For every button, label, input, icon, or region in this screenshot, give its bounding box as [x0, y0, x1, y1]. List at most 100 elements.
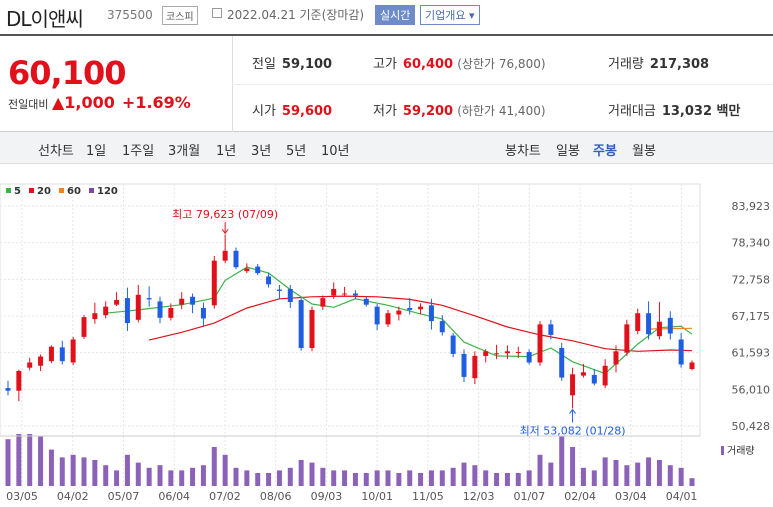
period-tab[interactable]: 1일 — [86, 144, 107, 159]
candle-body — [483, 351, 489, 356]
trade-value: 거래대금 13,032 백만 — [608, 100, 740, 119]
candle-body — [48, 346, 54, 362]
candle-body — [190, 296, 196, 305]
volume-bar — [200, 465, 206, 486]
candle-body — [450, 335, 456, 354]
volume-bar — [5, 439, 11, 486]
volume-bar — [428, 470, 434, 486]
volume-bar — [483, 470, 489, 486]
legend-swatch — [59, 188, 64, 193]
volume-bar — [114, 470, 120, 486]
line-chart-label[interactable]: 선차트 — [38, 144, 74, 159]
candle-tab-monthly[interactable]: 월봉 — [632, 144, 656, 159]
volume-bar — [515, 473, 521, 486]
period-tab[interactable]: 10년 — [321, 144, 350, 159]
low-label: 저가 — [373, 104, 397, 119]
candle-body — [298, 300, 304, 349]
volume-value: 217,308 — [649, 57, 710, 72]
volume-bar — [135, 462, 141, 486]
x-tick-label: 03/04 — [615, 490, 647, 503]
period-tab[interactable]: 3개월 — [168, 144, 201, 159]
volume-label: 거래량 — [727, 445, 755, 457]
candle-tab-weekly[interactable]: 주봉 — [593, 144, 617, 159]
candle-body — [200, 307, 206, 319]
y-tick-label: 61,593 — [732, 347, 771, 360]
high-price: 고가 60,400 (상한가 76,800) — [373, 53, 546, 72]
candle-body — [70, 339, 76, 363]
candle-body — [27, 362, 33, 368]
candle-body — [646, 313, 652, 335]
candle-body — [548, 324, 554, 335]
candle-body — [407, 307, 413, 310]
candle-body — [591, 374, 597, 384]
low-annotation: 최저 53,082 (01/28) — [520, 425, 626, 438]
x-tick-label: 01/07 — [514, 490, 546, 503]
candle-body — [363, 298, 369, 305]
company-info-button[interactable]: 기업개요 ▾ — [420, 5, 480, 25]
candle-body — [461, 353, 467, 377]
period-tab[interactable]: 3년 — [251, 144, 272, 159]
volume-bar — [27, 434, 33, 486]
volume-bar — [450, 467, 456, 486]
volume-bar — [537, 454, 543, 486]
candle-body — [233, 250, 239, 268]
change-arrow-icon: ▲ — [51, 93, 65, 112]
legend-label: 20 — [37, 186, 51, 197]
candle-body — [5, 388, 11, 391]
prev-value: 59,100 — [281, 57, 333, 72]
candle-body — [613, 351, 619, 365]
divider — [232, 84, 773, 85]
candle-body — [59, 347, 65, 362]
volume-bar — [103, 465, 109, 486]
candle-body — [124, 298, 130, 324]
change-percent: +1.69% — [121, 93, 191, 112]
upper-limit: (상한가 76,800) — [457, 57, 546, 71]
candle-body — [537, 324, 543, 363]
candle-body — [374, 306, 380, 325]
x-tick-label: 09/03 — [311, 490, 343, 503]
period-tab[interactable]: 1주일 — [122, 144, 155, 159]
calendar-icon — [212, 8, 222, 18]
candle-body — [635, 313, 641, 331]
candle-body — [428, 305, 434, 322]
x-tick-label: 03/05 — [6, 490, 38, 503]
volume-bar — [276, 470, 282, 486]
candle-body — [81, 317, 87, 337]
candle-body — [559, 348, 565, 378]
y-tick-label: 50,428 — [732, 420, 771, 433]
candle-tab-daily[interactable]: 일봉 — [556, 144, 580, 159]
volume-bar — [667, 465, 673, 486]
low-price: 저가 59,200 (하한가 41,400) — [373, 100, 546, 119]
volume-bar — [352, 473, 358, 486]
candle-chart-label[interactable]: 봉차트 — [505, 144, 541, 159]
open-label: 시가 — [252, 104, 276, 119]
volume-bar — [559, 436, 565, 486]
high-arrow-head — [221, 228, 229, 235]
volume-bar — [331, 470, 337, 486]
volume-bar — [472, 465, 478, 486]
realtime-button[interactable]: 실시간 — [375, 5, 416, 25]
volume-bar — [287, 467, 293, 486]
volume-bar — [255, 473, 261, 486]
candle-body — [570, 374, 576, 396]
volume-bar — [689, 478, 695, 486]
volume-bar — [16, 434, 22, 486]
volume-bar — [591, 470, 597, 486]
candle-body — [472, 355, 478, 379]
stock-name: DL이앤씨 — [6, 7, 84, 31]
period-tab[interactable]: 1년 — [216, 144, 237, 159]
prev-close: 전일 59,100 — [252, 53, 332, 72]
volume-bar — [646, 457, 652, 486]
period-tab[interactable]: 5년 — [286, 144, 307, 159]
volume-bar — [385, 470, 391, 486]
volume-bar — [81, 457, 87, 486]
volume-bar — [602, 457, 608, 486]
volume-bar — [309, 462, 315, 486]
price-chart[interactable]: 83,923 78,340 72,758 67,175 61,593 56,010 50,4… — [0, 164, 773, 507]
candle-body — [504, 351, 510, 354]
volume-bar — [548, 462, 554, 486]
high-value: 60,400 — [402, 57, 454, 72]
volume-bar — [38, 436, 44, 486]
ma20-line — [148, 295, 693, 352]
candle-body — [526, 351, 532, 363]
